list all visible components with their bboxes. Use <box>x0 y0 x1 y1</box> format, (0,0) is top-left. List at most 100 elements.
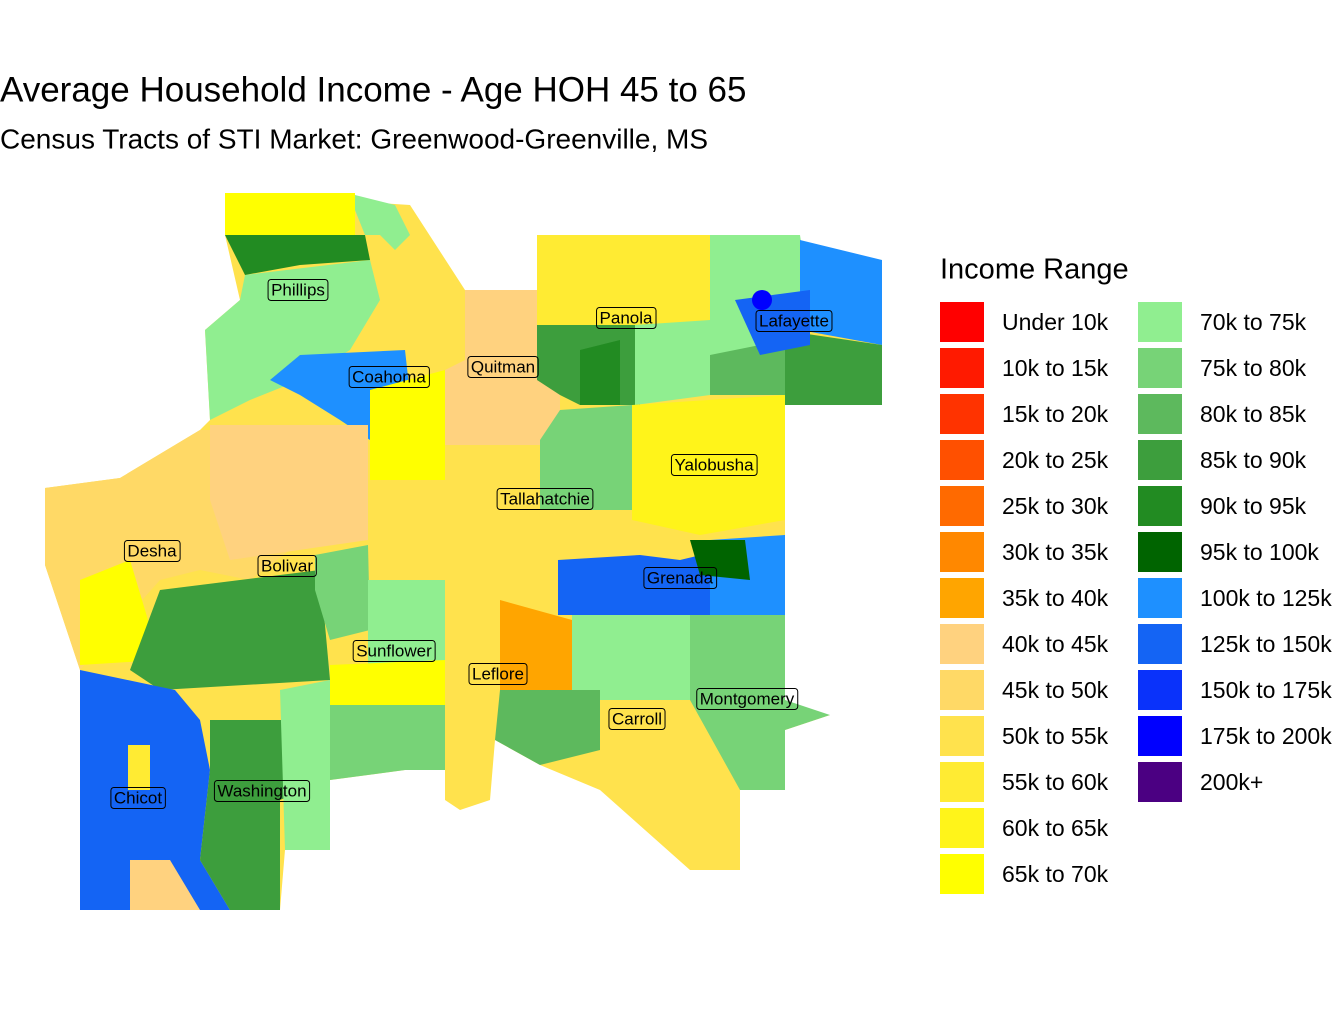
county-label: Tallahatchie <box>500 489 590 508</box>
legend-swatch <box>1138 716 1182 756</box>
region <box>572 615 690 700</box>
legend-swatch <box>940 532 984 572</box>
region <box>752 290 772 310</box>
legend-swatch <box>940 348 984 388</box>
legend: Under 10k 10k to 15k 15k to 20k 20k to 25k 2… <box>940 302 1332 894</box>
county-label: Lafayette <box>759 311 829 330</box>
county-label-box <box>352 639 436 662</box>
region <box>445 235 560 445</box>
region <box>690 615 830 790</box>
legend-label: 60k to 65k <box>1002 815 1109 841</box>
region <box>225 235 370 275</box>
county-label-box <box>213 779 311 802</box>
region <box>735 290 810 355</box>
county-label: Phillips <box>271 280 325 299</box>
county-label-box <box>643 566 718 589</box>
county-label: Leflore <box>472 664 524 683</box>
legend-swatch <box>1138 394 1182 434</box>
region <box>495 690 600 765</box>
region <box>635 320 710 405</box>
legend-swatch <box>1138 670 1182 710</box>
legend-swatch <box>1138 624 1182 664</box>
county-label: Chicot <box>114 788 162 807</box>
region <box>130 860 200 910</box>
region <box>780 330 882 405</box>
county-label: Grenada <box>647 568 714 587</box>
legend-swatch <box>1138 532 1182 572</box>
legend-label: 85k to 90k <box>1200 447 1307 473</box>
county-label-box <box>670 453 758 476</box>
legend-label: 55k to 60k <box>1002 769 1109 795</box>
legend-label: 200k+ <box>1200 769 1263 795</box>
legend-swatch <box>1138 302 1182 342</box>
subtitle: Census Tracts of STI Market: Greenwood-G… <box>0 123 708 154</box>
legend-swatch <box>940 716 984 756</box>
region <box>210 425 368 560</box>
legend-swatch <box>940 486 984 526</box>
county-label-box <box>696 687 799 710</box>
county-label-box <box>755 309 833 332</box>
legend-label: 90k to 95k <box>1200 493 1307 519</box>
region <box>80 670 230 910</box>
county-label-box <box>468 662 528 685</box>
legend-label: 65k to 70k <box>1002 861 1109 887</box>
legend-label: 95k to 100k <box>1200 539 1319 565</box>
county-label-box <box>596 306 657 329</box>
county-label-box <box>467 355 539 378</box>
county-label: Quitman <box>471 357 535 376</box>
legend-label: 50k to 55k <box>1002 723 1109 749</box>
region <box>205 260 380 420</box>
county-label: Panola <box>600 308 653 327</box>
legend-swatch <box>940 394 984 434</box>
region <box>80 560 160 665</box>
region <box>370 370 445 480</box>
legend-swatch <box>1138 440 1182 480</box>
legend-swatch <box>940 578 984 618</box>
region <box>280 680 330 850</box>
legend-swatch <box>940 624 984 664</box>
legend-label: 40k to 45k <box>1002 631 1109 657</box>
county-label: Coahoma <box>352 367 426 386</box>
legend-label: 10k to 15k <box>1002 355 1109 381</box>
region <box>690 540 750 580</box>
legend-label: 80k to 85k <box>1200 401 1307 427</box>
county-label-box <box>267 278 329 301</box>
legend-label: 100k to 125k <box>1200 585 1332 611</box>
county-label-box <box>608 707 666 730</box>
county-label-box <box>257 554 317 577</box>
legend-swatch <box>940 302 984 342</box>
legend-label: 70k to 75k <box>1200 309 1307 335</box>
region <box>580 340 620 405</box>
legend-label: Under 10k <box>1002 309 1109 335</box>
legend-label: 75k to 80k <box>1200 355 1307 381</box>
region <box>330 660 445 715</box>
legend-swatch <box>1138 762 1182 802</box>
legend-swatch <box>1138 486 1182 526</box>
region <box>537 235 710 330</box>
region <box>500 600 572 690</box>
county-label-box <box>496 487 594 510</box>
title: Average Household Income - Age HOH 45 to… <box>0 70 746 109</box>
legend-label: 15k to 20k <box>1002 401 1109 427</box>
legend-swatch <box>940 854 984 894</box>
county-label: Bolivar <box>261 556 313 575</box>
region <box>368 580 445 665</box>
legend-label: 30k to 35k <box>1002 539 1109 565</box>
legend-label: 175k to 200k <box>1200 723 1332 749</box>
legend-swatch <box>940 808 984 848</box>
legend-label: 125k to 150k <box>1200 631 1332 657</box>
legend-swatch <box>940 440 984 480</box>
county-label: Carroll <box>612 709 662 728</box>
legend-swatch <box>940 670 984 710</box>
legend-label: 150k to 175k <box>1200 677 1332 703</box>
region <box>540 405 632 510</box>
legend-title: Income Range <box>940 254 1129 286</box>
county-label: Sunflower <box>356 641 432 660</box>
county-label: Montgomery <box>700 689 795 708</box>
county-label: Washington <box>217 781 306 800</box>
legend-swatch <box>940 762 984 802</box>
region <box>128 745 150 790</box>
region <box>632 395 785 535</box>
legend-label: 45k to 50k <box>1002 677 1109 703</box>
